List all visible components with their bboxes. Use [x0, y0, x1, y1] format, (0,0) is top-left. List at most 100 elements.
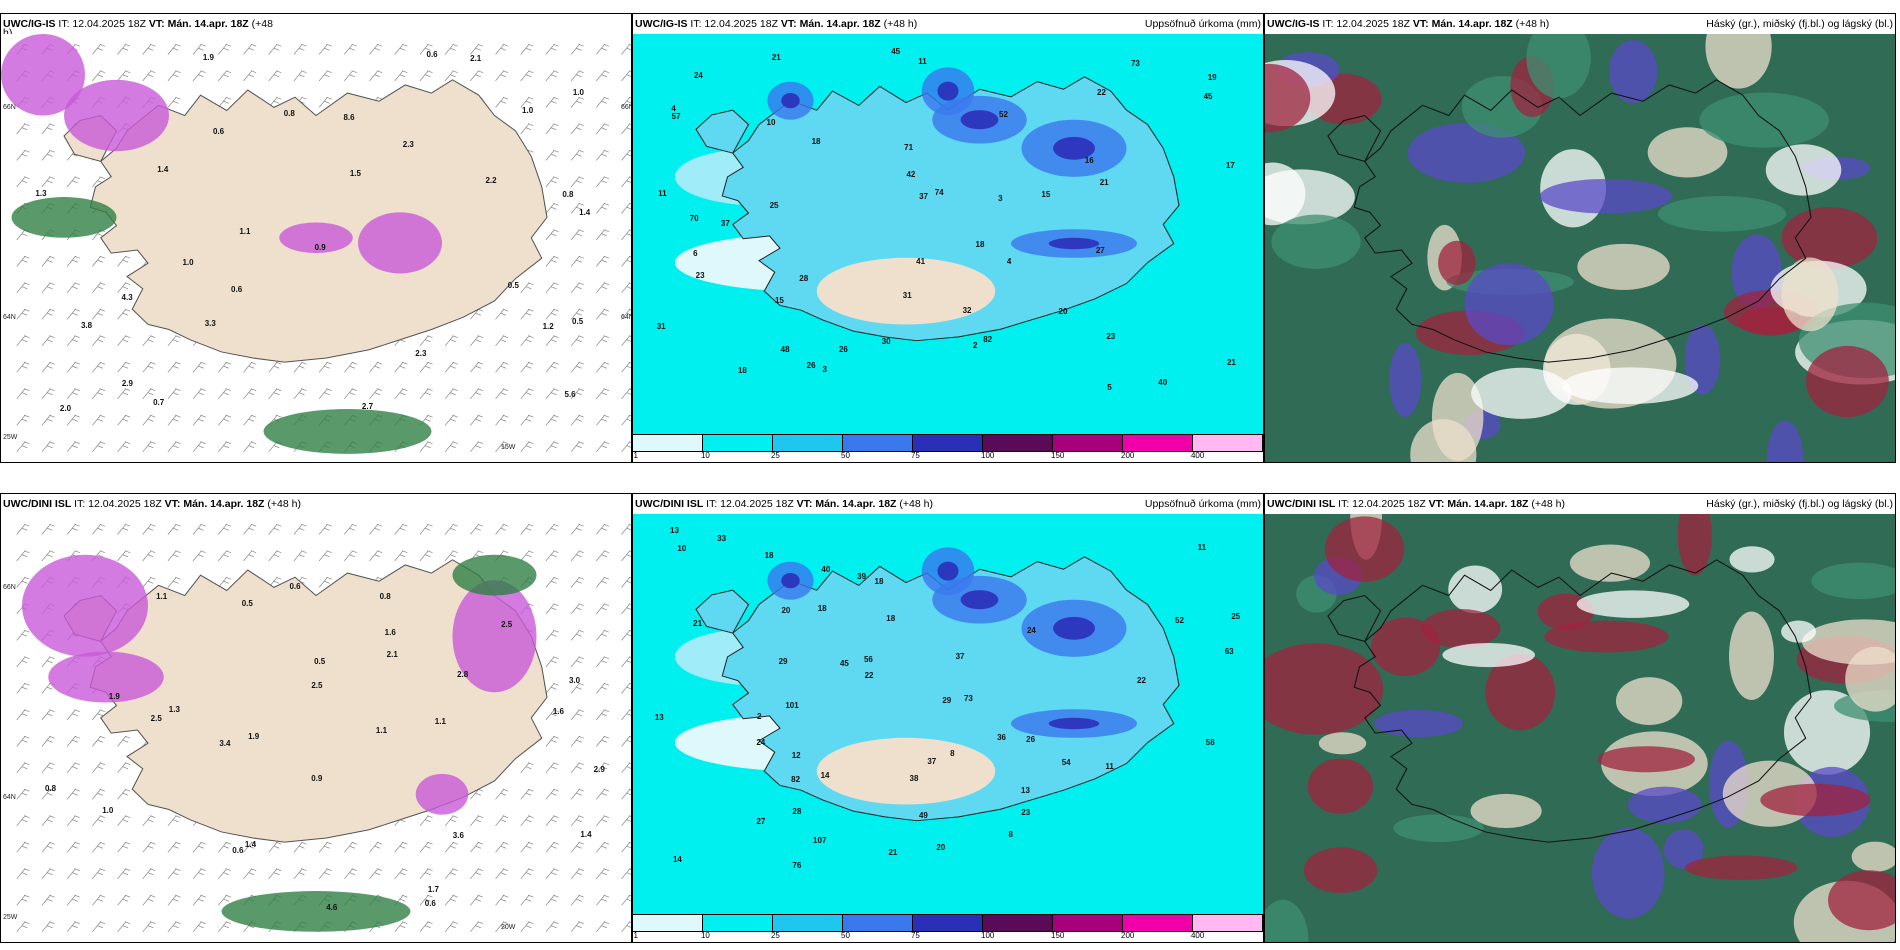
- value-label: 32: [962, 306, 972, 316]
- value-label: 58: [1205, 737, 1215, 747]
- colorbar-swatch: [633, 435, 703, 451]
- lead-time: (+48 h): [267, 498, 301, 510]
- value-label: 45: [1203, 91, 1213, 101]
- value-label: 18: [874, 576, 884, 586]
- model-name: UWC/DINI ISL: [1267, 498, 1336, 510]
- colorbar-tick: 1: [633, 451, 638, 460]
- value-label: 28: [799, 273, 809, 283]
- axis-label: 66N: [3, 104, 16, 111]
- map-panel-top-middle: UWC/IG-IS IT: 12.04.2025 18Z VT: Mán. 14…: [632, 13, 1264, 463]
- map-graphic: [1265, 514, 1895, 942]
- value-label: 4: [1006, 257, 1012, 267]
- value-label: 1.7: [427, 884, 439, 894]
- value-label: 24: [756, 738, 766, 748]
- value-label: 25: [1231, 612, 1241, 621]
- field-title: Uppsöfnuð úrkoma (mm): [1144, 498, 1261, 510]
- value-label: 1.3: [168, 704, 180, 714]
- model-name: UWC/DINI ISL: [635, 498, 704, 510]
- value-label: 31: [656, 322, 666, 332]
- value-label: 21: [771, 52, 781, 62]
- value-label: 0.5: [572, 317, 584, 327]
- value-label: 25: [769, 201, 779, 211]
- colorbar-swatch: [913, 435, 983, 451]
- value-label: 0.9: [311, 774, 323, 784]
- value-label: 1.3: [35, 188, 47, 198]
- value-label: 23: [695, 271, 705, 281]
- value-label: 3: [822, 364, 827, 374]
- value-label: 27: [1095, 245, 1105, 255]
- value-label: 24: [1026, 625, 1036, 635]
- value-label: 0.8: [562, 189, 574, 199]
- value-label: 20: [936, 842, 946, 852]
- valid-label: VT:: [1428, 498, 1445, 510]
- colorbar-tick: 100: [981, 451, 995, 460]
- valid-time: Mán. 14.apr. 18Z: [815, 498, 897, 510]
- field-title: Háský (gr.), miðský (fj.bl.) og lágský (…: [1706, 18, 1893, 30]
- value-label: 0.6: [424, 899, 436, 909]
- value-label: 3.6: [452, 830, 464, 840]
- model-name: UWC/IG-IS: [635, 18, 688, 30]
- init-time: IT: 12.04.2025 18Z: [74, 498, 162, 510]
- colorbar-tick: 400: [1190, 451, 1205, 460]
- value-label: 0.6: [231, 284, 243, 294]
- value-label: 0.6: [289, 582, 301, 592]
- colorbar-tick: 200: [1121, 451, 1135, 460]
- valid-time: Mán. 14.apr. 18Z: [799, 18, 881, 30]
- value-label: 30: [881, 337, 891, 347]
- value-label: 8: [950, 748, 955, 758]
- model-name: UWC/IG-IS: [3, 18, 56, 30]
- value-label: 4.3: [121, 293, 133, 303]
- model-name: UWC/DINI ISL: [3, 498, 72, 510]
- value-label: 1.9: [248, 732, 260, 742]
- value-label: 1.9: [108, 691, 120, 701]
- lead-time-unit: h): [3, 27, 13, 34]
- value-label: 82: [983, 335, 993, 345]
- colorbar: 1 10 25 50 75 100 150 200 400: [633, 914, 1263, 942]
- value-label: 1.1: [375, 726, 388, 736]
- value-label: 31: [902, 290, 912, 300]
- axis-label: 64N: [3, 314, 16, 321]
- value-label: 101: [785, 700, 799, 710]
- value-label: 19: [1207, 73, 1217, 83]
- colorbar-tick: 150: [1051, 451, 1065, 460]
- value-label: 2.1: [386, 649, 398, 659]
- value-label: 3.3: [204, 319, 216, 329]
- axis-label: 66N: [3, 584, 16, 591]
- value-label: 11: [918, 57, 927, 67]
- value-label: 2.5: [150, 713, 162, 723]
- value-label: 39: [857, 571, 867, 581]
- value-label: 22: [864, 671, 874, 681]
- value-label: 18: [764, 551, 774, 561]
- value-label: 2.9: [593, 764, 605, 774]
- lead-time: (+48 h): [883, 18, 918, 30]
- value-label: 5: [1107, 383, 1112, 393]
- value-label: 0.5: [314, 657, 326, 667]
- value-label: 1.1: [156, 591, 168, 601]
- colorbar-tick: 10: [700, 931, 710, 940]
- value-label: 15: [774, 296, 784, 306]
- value-label: 107: [813, 835, 827, 845]
- value-label: 54: [1061, 758, 1071, 768]
- field-title: Háský (gr.), miðský (fj.bl.) og lágský (…: [1706, 498, 1893, 510]
- value-label: 82: [791, 774, 801, 784]
- map-panel-top-left: UWC/IG-IS IT: 12.04.2025 18Z VT: Mán. 14…: [0, 13, 632, 463]
- colorbar-swatch: [843, 915, 913, 931]
- axis-label: 25W: [3, 914, 18, 921]
- valid-label: VT:: [1412, 18, 1429, 30]
- value-label: 1.9: [202, 53, 214, 63]
- value-label: 29: [778, 657, 788, 667]
- value-label: 70: [689, 214, 699, 224]
- panel-header: UWC/IG-IS IT: 12.04.2025 18Z VT: Mán. 14…: [633, 14, 1263, 34]
- lead-time: (+48 h): [1515, 18, 1550, 30]
- colorbar-tick: 10: [700, 451, 710, 460]
- map-area: [1, 34, 631, 462]
- value-label: 3.0: [568, 675, 581, 685]
- value-label: 6: [693, 248, 698, 258]
- value-label: 18: [975, 240, 985, 250]
- value-label: 26: [838, 345, 848, 355]
- panel-header: UWC/IG-IS IT: 12.04.2025 18Z VT: Mán. 14…: [1, 14, 631, 34]
- colorbar-tick: 25: [770, 931, 780, 940]
- value-label: 0.6: [232, 846, 244, 856]
- value-label: 10: [766, 118, 776, 128]
- value-label: 0.5: [507, 281, 519, 291]
